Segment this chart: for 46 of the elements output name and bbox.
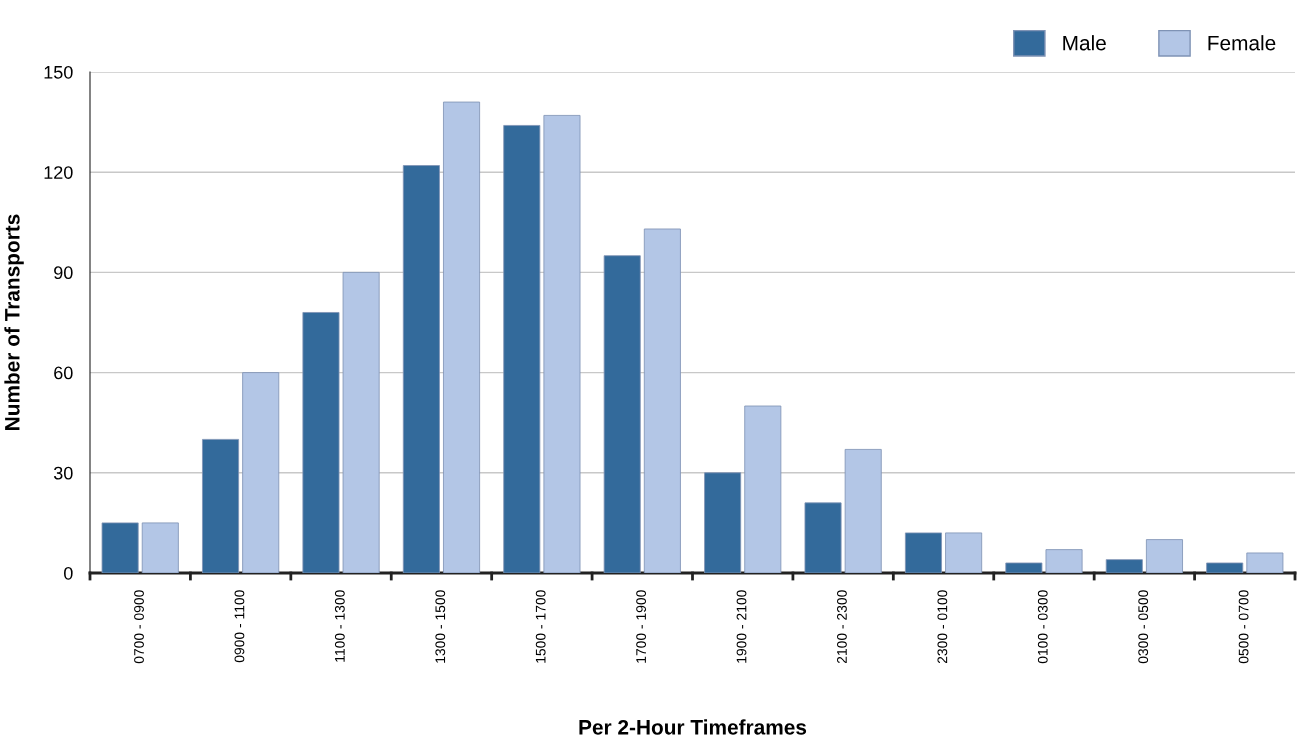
bar	[342, 271, 380, 573]
x-tick-label: 0700 - 0900	[134, 590, 144, 664]
bar	[804, 502, 842, 573]
bar	[904, 532, 942, 573]
y-tick-label: 30	[53, 466, 73, 480]
bar	[1045, 549, 1083, 573]
y-tick-label: 120	[44, 166, 73, 179]
bar	[1145, 539, 1183, 573]
y-axis-title: Number of Transports	[4, 214, 24, 430]
y-tick-label: 60	[54, 366, 73, 380]
bar	[844, 449, 882, 573]
x-tick-label: 1300 - 1500	[435, 590, 446, 663]
bar	[643, 228, 681, 573]
x-tick-label: 0900 - 1100	[234, 590, 245, 663]
bar	[443, 101, 481, 573]
x-tick-label: 2100 - 2300	[837, 590, 847, 664]
x-tick-label: 1500 - 1700	[535, 590, 546, 663]
x-tick-label: 0500 - 0700	[1238, 590, 1249, 664]
bar	[302, 312, 340, 573]
bar	[242, 372, 280, 573]
x-tick-label: 0300 - 0500	[1138, 590, 1149, 664]
bar	[543, 115, 581, 573]
bar	[1206, 562, 1244, 573]
bar	[141, 522, 179, 573]
bar	[1105, 559, 1143, 573]
legend-label: Female	[1208, 35, 1276, 51]
x-axis-title: Per 2-Hour Timeframes	[579, 719, 807, 735]
bar	[704, 472, 742, 573]
x-tick-label: 1900 - 2100	[736, 590, 747, 663]
y-tick-label: 150	[44, 65, 73, 79]
bar	[101, 522, 139, 573]
bar	[1005, 562, 1043, 573]
x-tick-label: 1700 - 1900	[636, 590, 647, 663]
x-tick-label: 1100 - 1300	[334, 590, 345, 662]
bar	[945, 532, 983, 573]
y-tick-label: 90	[54, 266, 73, 280]
bar	[603, 255, 641, 573]
bar	[744, 405, 782, 573]
x-tick-label: 0100 - 0300	[1037, 590, 1048, 664]
bar	[402, 165, 440, 573]
legend-label: Male	[1063, 35, 1106, 51]
bar	[503, 125, 541, 573]
y-tick-label: 0	[64, 566, 73, 580]
bar	[202, 438, 240, 573]
x-tick-label: 2300 - 0100	[937, 590, 948, 664]
bar	[1246, 552, 1284, 573]
